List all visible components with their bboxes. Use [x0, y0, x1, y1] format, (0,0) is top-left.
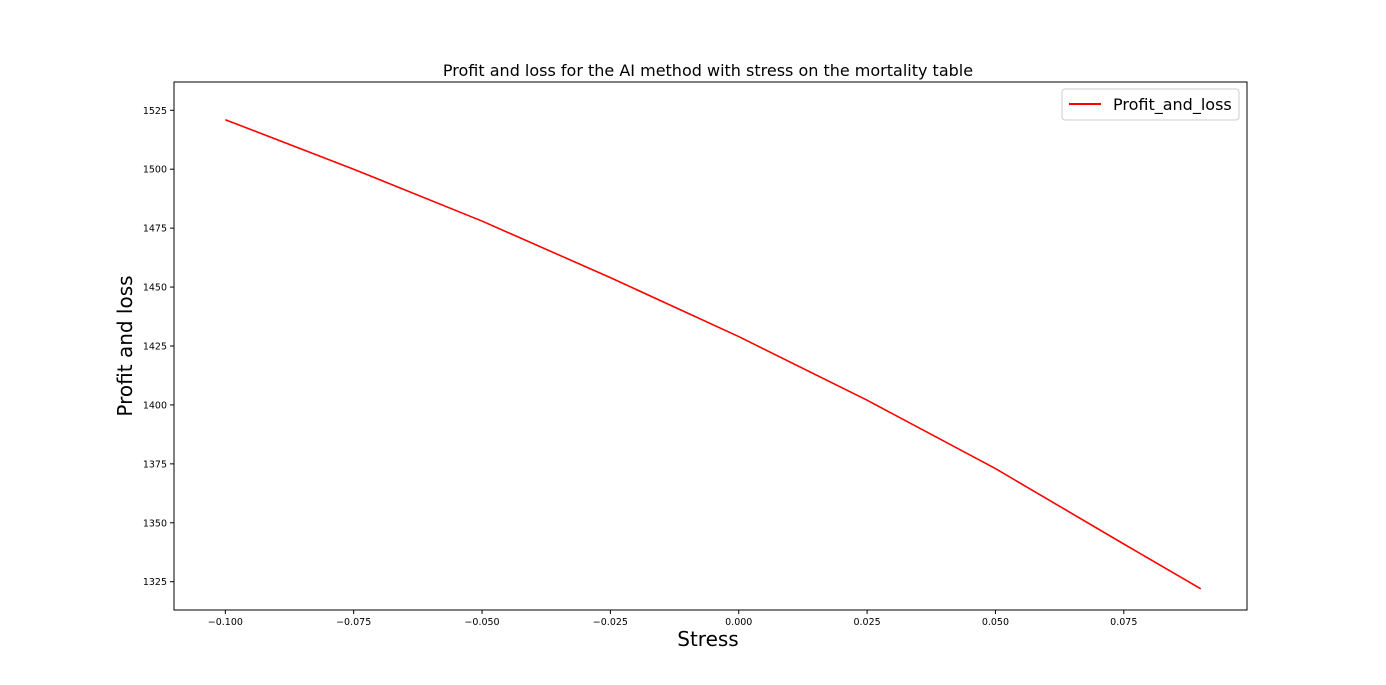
- legend-label: Profit_and_loss: [1113, 95, 1232, 115]
- x-tick-label: 0.075: [1110, 617, 1137, 628]
- y-tick-label: 1350: [143, 518, 167, 529]
- y-tick-label: 1400: [143, 400, 167, 411]
- series-layer: [225, 118, 1202, 590]
- x-tick-label: −0.025: [593, 617, 628, 628]
- x-axis-label: Stress: [677, 627, 738, 651]
- legend-box: [1061, 88, 1240, 121]
- x-axis-ticks: −0.100 −0.075 −0.050 −0.025 0.000 0.025 0.050 0…: [208, 610, 1137, 628]
- y-tick-label: 1425: [143, 342, 167, 353]
- x-tick-label: 0.050: [982, 617, 1009, 628]
- y-tick-label: 1525: [143, 106, 167, 117]
- y-tick-label: 1475: [143, 224, 167, 235]
- x-tick-label: −0.075: [336, 617, 371, 628]
- x-tick-label: −0.050: [464, 617, 499, 628]
- x-tick-label: 0.000: [725, 617, 752, 628]
- x-tick-label: 0.025: [853, 617, 880, 628]
- y-axis-ticks: 1325 1350 1375 1400 1425 1450 1475 1500 1525: [143, 106, 174, 588]
- series-line-profit-and-loss: [225, 118, 1202, 590]
- y-tick-label: 1375: [143, 459, 167, 470]
- legend: Profit_and_loss: [1061, 88, 1240, 121]
- chart-title: Profit and loss for the AI method with s…: [443, 61, 973, 80]
- y-tick-label: 1325: [143, 577, 167, 588]
- x-tick-label: −0.100: [208, 617, 243, 628]
- y-tick-label: 1500: [143, 165, 167, 176]
- y-axis-label: Profit and loss: [113, 275, 137, 416]
- y-tick-label: 1450: [143, 283, 167, 294]
- plot-area: [173, 81, 1248, 611]
